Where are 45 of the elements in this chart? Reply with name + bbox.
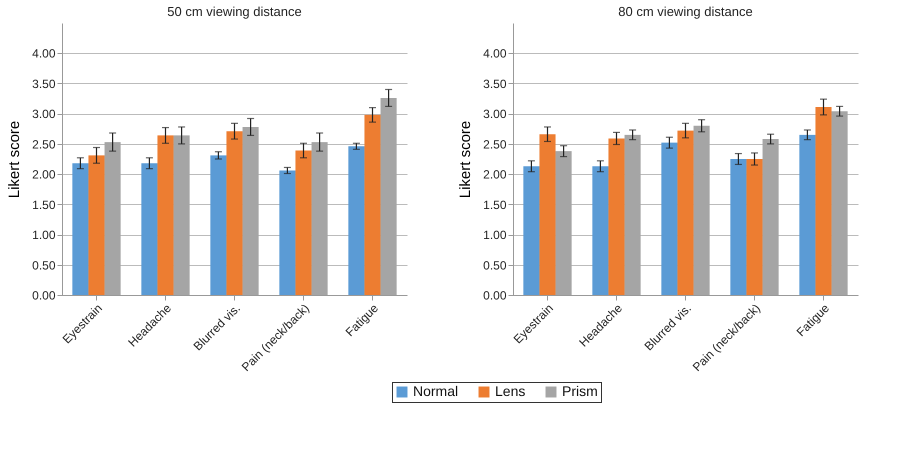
bar (746, 159, 763, 295)
bar (592, 166, 608, 295)
chart-title: 80 cm viewing distance (618, 4, 753, 19)
y-tick-label: 1.00 (32, 228, 56, 242)
y-tick-label: 0.50 (32, 258, 56, 272)
bar (72, 163, 88, 295)
y-axis-title: Likert score (6, 120, 24, 198)
y-tick-label: 3.50 (483, 76, 507, 91)
legend-label: Normal (413, 383, 458, 399)
bar (141, 163, 158, 295)
y-tick-label: 3.00 (483, 107, 507, 122)
bar (348, 146, 364, 295)
bar (539, 134, 556, 295)
y-tick-label: 0.00 (483, 288, 507, 302)
bar (677, 130, 694, 295)
y-tick-label: 2.50 (32, 137, 56, 152)
chart-title: 50 cm viewing distance (167, 4, 302, 19)
bar (661, 142, 678, 295)
bar (210, 155, 226, 295)
y-tick-label: 1.00 (483, 228, 507, 242)
legend-label: Lens (495, 383, 526, 399)
y-tick-label: 1.50 (32, 198, 56, 212)
y-tick-label: 0.50 (483, 258, 507, 272)
bar (88, 155, 105, 295)
bar (279, 170, 296, 295)
y-tick-label: 1.50 (483, 198, 507, 212)
bar (815, 107, 832, 295)
bar (730, 159, 746, 295)
bar (799, 134, 816, 295)
legend-label: Prism (562, 383, 598, 399)
y-tick-label: 4.00 (32, 46, 56, 61)
bar (157, 135, 174, 295)
bar (523, 166, 540, 295)
y-tick-label: 2.00 (483, 168, 507, 182)
y-tick-label: 2.00 (32, 168, 56, 182)
y-tick-label: 0.00 (32, 288, 56, 302)
y-axis-title: Likert score (457, 120, 474, 198)
bar (364, 114, 381, 295)
bar (295, 150, 312, 295)
y-tick-label: 2.50 (483, 137, 507, 152)
bar (226, 131, 243, 295)
y-tick-label: 3.00 (32, 107, 56, 122)
y-tick-label: 3.50 (32, 76, 56, 91)
bar (608, 138, 625, 295)
y-tick-label: 4.00 (483, 46, 507, 61)
